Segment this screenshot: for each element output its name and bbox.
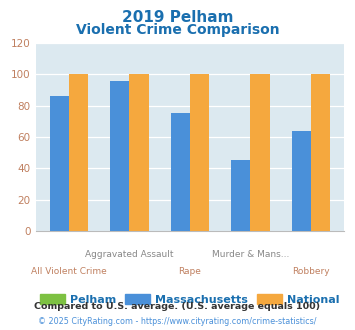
Bar — [50, 96, 69, 231]
Text: 2019 Pelham: 2019 Pelham — [122, 10, 233, 25]
Bar — [130, 74, 149, 231]
Text: Compared to U.S. average. (U.S. average equals 100): Compared to U.S. average. (U.S. average … — [34, 302, 321, 311]
Bar — [291, 131, 311, 231]
Bar — [190, 74, 209, 231]
Text: © 2025 CityRating.com - https://www.cityrating.com/crime-statistics/: © 2025 CityRating.com - https://www.city… — [38, 317, 317, 326]
Legend: Pelham, Massachusetts, National: Pelham, Massachusetts, National — [36, 289, 344, 309]
Bar — [170, 114, 190, 231]
Bar — [250, 74, 270, 231]
Bar — [311, 74, 330, 231]
Bar — [110, 81, 130, 231]
Text: Murder & Mans...: Murder & Mans... — [212, 250, 289, 259]
Text: Rape: Rape — [179, 267, 201, 276]
Text: Robbery: Robbery — [292, 267, 330, 276]
Text: Aggravated Assault: Aggravated Assault — [85, 250, 174, 259]
Bar — [231, 160, 250, 231]
Text: All Violent Crime: All Violent Crime — [31, 267, 107, 276]
Text: Violent Crime Comparison: Violent Crime Comparison — [76, 23, 279, 37]
Bar — [69, 74, 88, 231]
